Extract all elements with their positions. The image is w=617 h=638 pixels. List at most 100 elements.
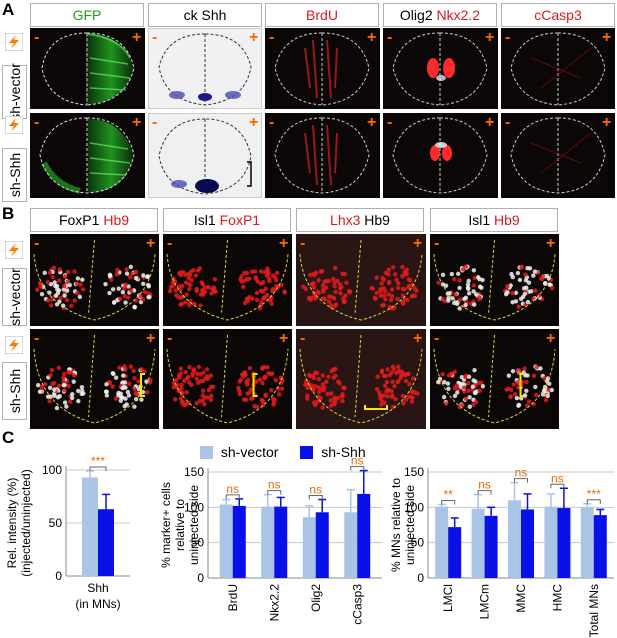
bar-vector bbox=[261, 506, 275, 578]
bar-vector bbox=[508, 500, 521, 578]
minus-sign: - bbox=[167, 235, 173, 252]
header-text: Hb9 bbox=[103, 212, 130, 228]
significance-label: ns bbox=[309, 483, 322, 497]
significance-bracket bbox=[350, 466, 365, 471]
bar-shh bbox=[557, 508, 571, 578]
legend-swatch-shh bbox=[300, 446, 314, 459]
header-text: ck Shh bbox=[183, 7, 227, 23]
chart-shh-intensity: 0 50 100 *** Shh Rel. intensity (%)(injected/… bbox=[5, 454, 130, 611]
image-gfp-shh bbox=[30, 113, 145, 198]
significance-bracket bbox=[586, 499, 601, 504]
image-ccasp3-vector bbox=[501, 28, 615, 109]
chart-mn-subtypes: 0 50 100 150 ** LMCl ns LMCm ns MMC ns HMC *** Total … bbox=[389, 465, 614, 637]
image-panel-b-vector-1 bbox=[163, 234, 292, 326]
image-panel-b-shh-0 bbox=[30, 329, 159, 429]
plus-sign: + bbox=[279, 235, 289, 252]
minus-sign: - bbox=[505, 29, 511, 46]
plus-sign: + bbox=[279, 330, 289, 347]
image-brdu-shh bbox=[265, 113, 380, 198]
x-tick-label: Total MNs bbox=[587, 584, 601, 637]
minus-sign: - bbox=[34, 235, 40, 252]
y-tick-label: 0 bbox=[55, 569, 62, 583]
minus-sign: - bbox=[269, 29, 275, 46]
header-text: GFP bbox=[72, 7, 102, 23]
plus-sign: + bbox=[146, 235, 156, 252]
legend: sh-vector sh-Shh bbox=[200, 444, 366, 462]
panel-b-header-3: Isl1 Hb9 bbox=[430, 208, 558, 232]
minus-sign: - bbox=[300, 235, 306, 252]
minus-sign: - bbox=[434, 330, 440, 347]
significance-bracket bbox=[89, 466, 107, 472]
image-panel-b-shh-3 bbox=[430, 329, 559, 429]
minus-sign: - bbox=[34, 114, 40, 131]
bar-vector bbox=[544, 506, 558, 578]
bar-shh bbox=[484, 515, 498, 578]
minus-sign: - bbox=[434, 235, 440, 252]
plus-sign: + bbox=[485, 29, 495, 46]
header-text: Olig2 bbox=[399, 7, 437, 23]
bar-vector bbox=[219, 504, 233, 578]
bar-vector bbox=[344, 512, 358, 578]
minus-sign: - bbox=[387, 29, 393, 46]
significance-label: ns bbox=[268, 478, 281, 492]
panel-a-header-2: BrdU bbox=[265, 3, 379, 27]
image-ccasp3-shh bbox=[501, 113, 615, 198]
minus-sign: - bbox=[505, 114, 511, 131]
x-tick-label: cCasp3 bbox=[350, 584, 364, 625]
electroporation-bolt-icon bbox=[5, 116, 23, 134]
plus-sign: + bbox=[546, 330, 556, 347]
bar-shh bbox=[315, 512, 329, 578]
plus-sign: + bbox=[485, 114, 495, 131]
y-tick-label: 100 bbox=[42, 463, 62, 477]
image-panel-b-vector-3 bbox=[430, 234, 559, 326]
significance-bracket bbox=[225, 494, 240, 499]
panel-label-b: B bbox=[2, 204, 15, 223]
plus-sign: + bbox=[546, 235, 556, 252]
minus-sign: - bbox=[300, 330, 306, 347]
header-text: FoxP1 bbox=[58, 212, 104, 228]
y-tick-label: 100 bbox=[404, 500, 424, 514]
header-text: Nkx2.2 bbox=[436, 7, 481, 23]
significance-label: ** bbox=[444, 488, 454, 502]
y-tick-label: 50 bbox=[49, 516, 63, 530]
plus-sign: + bbox=[602, 29, 612, 46]
y-tick-label: 150 bbox=[184, 465, 204, 479]
header-text: cCasp3 bbox=[534, 7, 582, 23]
x-tick-label: MMC bbox=[514, 584, 528, 613]
header-text: BrdU bbox=[306, 7, 338, 23]
significance-label: ns bbox=[551, 471, 564, 485]
panel-b-header-1: Isl1 FoxP1 bbox=[163, 208, 291, 232]
header-text: Lhx3 bbox=[330, 212, 365, 228]
bar-shh bbox=[593, 515, 607, 578]
significance-label: ns bbox=[226, 482, 239, 496]
panel-b-header-0: FoxP1 Hb9 bbox=[30, 208, 158, 232]
minus-sign: - bbox=[269, 114, 275, 131]
x-tick-label: HMC bbox=[550, 584, 564, 612]
header-text: Hb9 bbox=[364, 212, 390, 228]
image-panel-b-shh-2 bbox=[296, 329, 426, 429]
panel-b-header-2: Lhx3 Hb9 bbox=[296, 208, 424, 232]
image-panel-b-vector-2 bbox=[296, 234, 426, 326]
y-tick-label: 50 bbox=[411, 536, 425, 550]
header-text: Isl1 bbox=[468, 212, 494, 228]
bar-vector bbox=[580, 507, 594, 578]
plus-sign: + bbox=[413, 235, 423, 252]
plus-sign: + bbox=[132, 29, 142, 46]
image-gfp-vector bbox=[30, 28, 145, 109]
minus-sign: - bbox=[152, 29, 158, 46]
y-tick-label: 50 bbox=[191, 536, 205, 550]
y-axis-label: Rel. intensity (%)(injected/uninjected) bbox=[5, 469, 33, 576]
plus-sign: + bbox=[367, 114, 377, 131]
significance-bracket bbox=[514, 478, 528, 483]
image-shh-shh bbox=[148, 113, 262, 198]
bar-vector bbox=[435, 506, 449, 578]
image-shh-vector bbox=[148, 28, 262, 109]
significance-label: ns bbox=[351, 454, 364, 468]
x-tick-sublabel: (in MNs) bbox=[75, 597, 120, 611]
y-axis-label: % MNs relative touninjected side bbox=[389, 478, 417, 572]
plus-sign: + bbox=[602, 114, 612, 131]
plus-sign: + bbox=[146, 330, 156, 347]
bar-vector bbox=[471, 508, 485, 578]
x-tick-label: BrdU bbox=[226, 584, 240, 611]
y-tick-label: 100 bbox=[184, 500, 204, 514]
